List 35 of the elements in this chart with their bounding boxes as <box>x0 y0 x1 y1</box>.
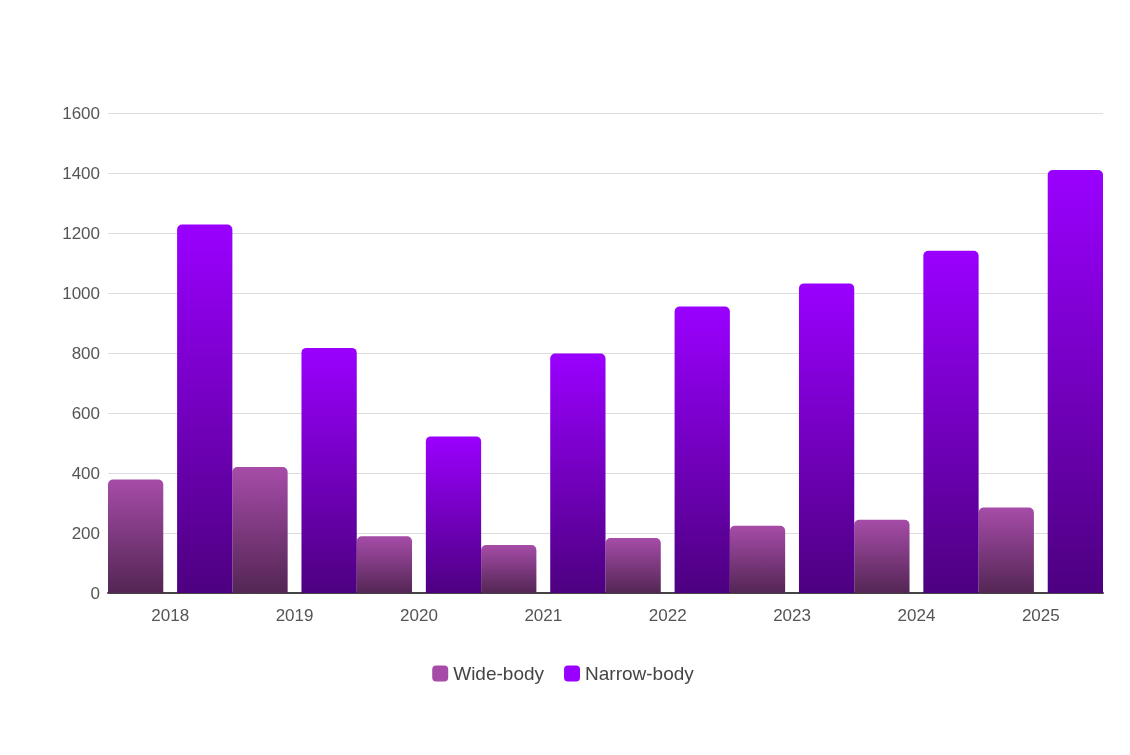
y-tick-label: 400 <box>71 463 100 483</box>
y-tick-label: 1600 <box>62 103 100 123</box>
x-tick-label: 2019 <box>275 606 314 625</box>
y-tick-label: 800 <box>71 343 100 363</box>
bar <box>923 250 979 593</box>
bar <box>1047 170 1103 593</box>
y-tick-label: 1400 <box>62 163 100 183</box>
bar <box>674 306 730 593</box>
bar <box>425 436 482 593</box>
x-tick-label: 2023 <box>773 606 811 625</box>
bar <box>550 353 606 593</box>
bar <box>798 283 855 593</box>
legend-label: Narrow-body <box>585 663 695 684</box>
y-tick-label: 0 <box>90 583 100 603</box>
x-tick-label: 2021 <box>524 606 563 625</box>
y-tick-label: 1200 <box>62 223 100 243</box>
bar <box>232 467 288 593</box>
x-tick-label: 2024 <box>897 606 936 625</box>
bar <box>301 347 357 593</box>
bar <box>108 479 164 593</box>
legend-label: Wide-body <box>453 663 545 684</box>
bar <box>177 224 233 593</box>
x-tick-label: 2022 <box>648 606 687 625</box>
y-tick-label: 600 <box>71 403 100 423</box>
x-tick-label: 2020 <box>400 606 438 625</box>
bar <box>854 519 910 593</box>
x-tick-label: 2025 <box>1021 606 1060 625</box>
bar <box>978 507 1034 593</box>
x-tick-label: 2018 <box>151 606 190 625</box>
bar <box>356 536 413 593</box>
bar <box>481 545 537 593</box>
bar <box>605 538 661 593</box>
y-tick-label: 200 <box>71 523 100 543</box>
bar <box>729 525 786 593</box>
y-tick-label: 1000 <box>62 283 100 303</box>
